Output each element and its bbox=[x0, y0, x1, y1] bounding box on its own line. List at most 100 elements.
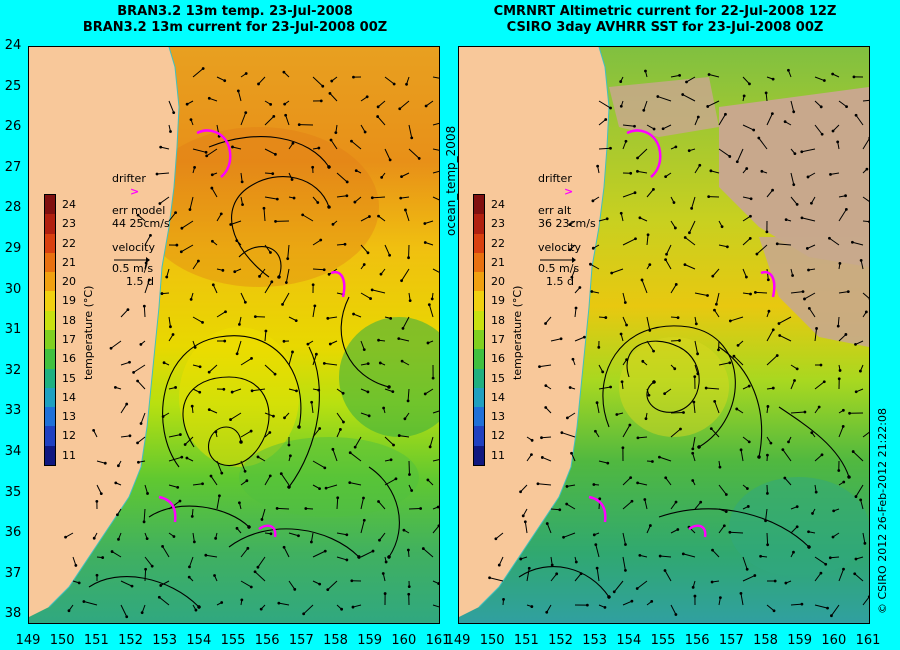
current-vector bbox=[814, 454, 823, 462]
current-vector bbox=[259, 268, 266, 277]
current-vector-head bbox=[641, 359, 645, 363]
current-vector bbox=[254, 571, 266, 582]
current-vector-head bbox=[831, 72, 835, 76]
current-vector-head bbox=[264, 329, 268, 333]
current-vector-head bbox=[846, 290, 850, 294]
current-vector-head bbox=[842, 567, 845, 571]
current-vector-head bbox=[146, 492, 149, 495]
current-vector-head bbox=[209, 474, 213, 478]
current-vector bbox=[541, 436, 552, 439]
current-vector-head bbox=[638, 554, 642, 557]
current-vector-head bbox=[605, 217, 609, 221]
current-vector bbox=[498, 556, 504, 566]
y-tick-label: 30 bbox=[4, 281, 22, 297]
left-drifter-label: drifter bbox=[112, 172, 146, 185]
current-vector bbox=[168, 456, 182, 462]
current-vector bbox=[729, 531, 744, 534]
current-vector-head bbox=[214, 430, 218, 434]
current-vector bbox=[782, 449, 792, 462]
current-vector-head bbox=[748, 236, 752, 240]
current-vector-head bbox=[128, 434, 132, 438]
current-vector-head bbox=[223, 339, 227, 343]
current-vector-head bbox=[330, 79, 334, 83]
current-vector-head bbox=[221, 268, 225, 272]
current-vector bbox=[790, 603, 802, 606]
current-vector-head bbox=[74, 564, 78, 567]
current-vector-head bbox=[201, 67, 205, 70]
current-vector-head bbox=[625, 358, 629, 362]
current-vector bbox=[637, 148, 648, 159]
current-vector bbox=[854, 573, 864, 582]
current-vector bbox=[778, 316, 792, 324]
current-vector-head bbox=[169, 325, 172, 329]
current-vector-head bbox=[205, 154, 209, 158]
current-vector bbox=[432, 525, 439, 534]
colorbar-tick-label: 17 bbox=[491, 333, 505, 346]
current-vector-head bbox=[574, 560, 578, 564]
current-vector-head bbox=[286, 257, 290, 261]
current-vector-head bbox=[781, 448, 785, 452]
colorbar-swatch bbox=[474, 272, 484, 292]
current-vector bbox=[860, 499, 864, 510]
current-vector-head bbox=[150, 564, 154, 568]
colorbar-tick-label: 20 bbox=[62, 275, 76, 289]
current-vector bbox=[694, 116, 699, 126]
current-vector-head bbox=[408, 299, 412, 303]
current-vector-head bbox=[704, 386, 708, 390]
current-vector bbox=[646, 234, 649, 246]
current-vector bbox=[240, 112, 247, 126]
current-vector-head bbox=[683, 263, 687, 267]
current-vector-head bbox=[679, 427, 682, 431]
current-vector-head bbox=[304, 507, 308, 510]
current-vector bbox=[360, 292, 371, 300]
current-vector bbox=[133, 364, 146, 373]
current-vector-head bbox=[378, 538, 381, 542]
current-vector-head bbox=[311, 165, 315, 169]
current-vector bbox=[327, 580, 338, 591]
current-vector bbox=[838, 209, 847, 222]
x-tick-label: 156 bbox=[254, 633, 280, 648]
current-vector-head bbox=[698, 163, 702, 167]
current-vector bbox=[423, 548, 434, 558]
current-vector-head bbox=[571, 357, 575, 361]
x-tick-label: 160 bbox=[821, 633, 847, 648]
left-title: BRAN3.2 13m temp. 23-Jul-2008 BRAN3.2 13… bbox=[40, 4, 430, 36]
current-vector-head bbox=[585, 603, 589, 607]
current-vector bbox=[432, 604, 439, 608]
current-vector-head bbox=[161, 544, 164, 548]
current-vector-head bbox=[407, 592, 411, 596]
current-vector-head bbox=[764, 91, 768, 95]
current-vector-head bbox=[792, 183, 796, 187]
current-vector bbox=[691, 196, 696, 209]
current-vector-head bbox=[784, 218, 788, 222]
current-vector-head bbox=[218, 494, 221, 498]
colorbar-tick-label: 15 bbox=[62, 371, 76, 385]
current-vector bbox=[574, 336, 585, 342]
colorbar-tick-label: 23 bbox=[491, 217, 505, 231]
x-tick-label: 149 bbox=[15, 633, 41, 648]
current-vector-head bbox=[246, 546, 250, 550]
current-vector-head bbox=[696, 352, 699, 356]
current-vector-head bbox=[530, 453, 533, 457]
current-vector bbox=[263, 208, 266, 222]
current-vector-head bbox=[688, 231, 691, 235]
current-vector bbox=[236, 340, 242, 354]
current-vector-head bbox=[647, 393, 651, 397]
current-vector-head bbox=[220, 601, 224, 604]
current-vector bbox=[814, 556, 826, 565]
current-vector-head bbox=[362, 263, 366, 266]
colorbar-tick-label: 17 bbox=[62, 333, 76, 346]
current-vector-head bbox=[852, 75, 856, 79]
current-vector-head bbox=[828, 556, 832, 560]
current-vector-head bbox=[623, 301, 627, 304]
current-vector bbox=[192, 532, 195, 542]
current-vector-head bbox=[271, 172, 275, 176]
current-vector bbox=[766, 189, 773, 198]
current-vector bbox=[694, 165, 701, 174]
right-velocity-scale: 0.5 m/s bbox=[538, 262, 580, 275]
current-vector bbox=[240, 357, 252, 366]
current-vector bbox=[252, 388, 266, 392]
current-vector-head bbox=[377, 500, 380, 503]
colorbar-tick-label: 16 bbox=[62, 352, 76, 366]
current-vector-head bbox=[313, 304, 317, 308]
